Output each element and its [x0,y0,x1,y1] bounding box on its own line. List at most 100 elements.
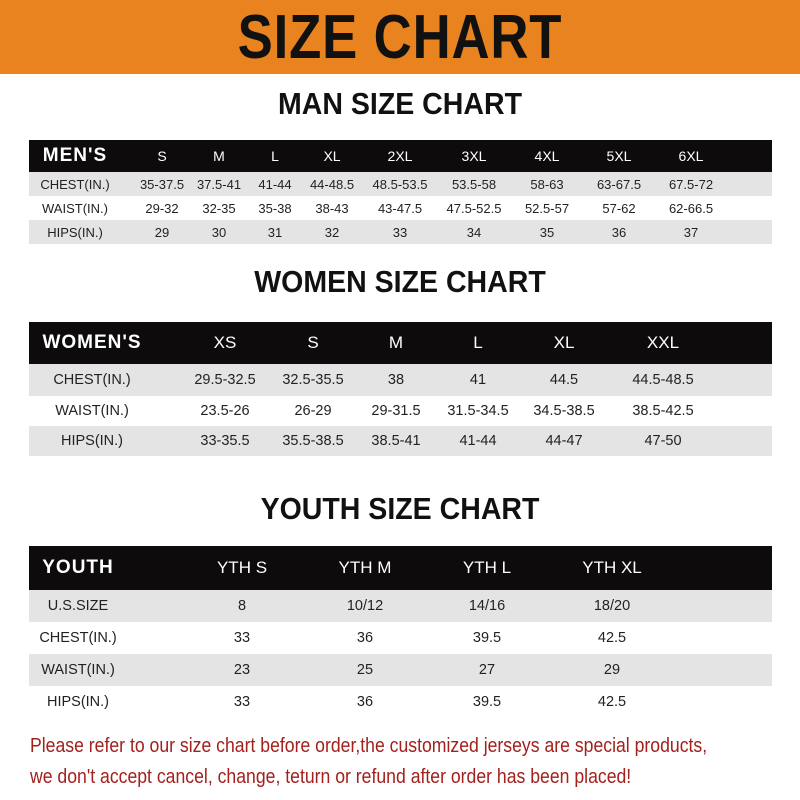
women-section-title: WOMEN SIZE CHART [254,264,546,299]
row-label: WAIST(IN.) [55,403,129,419]
measurement-cell: 36 [356,630,374,646]
row-label: HIPS(IN.) [46,694,110,710]
measurement-cell: 53.5-58 [451,176,497,192]
size-column-header: L [473,333,483,352]
size-column-header: S [307,333,319,352]
measurement-cell: 33 [233,694,251,710]
measurement-cell: 42.5 [597,630,627,646]
table-row: HIPS(IN.) 29 30 31 32 33 34 35 36 37 [29,220,772,244]
measurement-cell: 44.5-48.5 [632,372,694,388]
measurement-cell: 30 [211,224,227,240]
size-column-header: 6XL [678,148,704,164]
measurement-cell: 34 [466,224,482,240]
measurement-cell: 38-43 [315,200,349,216]
measurement-cell: 14/16 [468,598,506,614]
women-header-label: WOMEN'S [42,332,142,353]
measurement-cell: 29-32 [145,200,179,216]
measurement-cell: 41-44 [459,433,497,449]
measurement-cell: 37.5-41 [196,176,242,192]
men-size-table: MEN'S S M L XL 2XL 3XL 4XL 5XL 6XL CHEST(IN.) 35-37… [29,140,772,244]
youth-section-title: YOUTH SIZE CHART [260,491,540,526]
row-label: CHEST(IN.) [53,372,131,388]
measurement-cell: 62-66.5 [668,200,714,216]
size-column-header: M [213,148,225,164]
measurement-cell: 52.5-57 [524,200,570,216]
table-row: WAIST(IN.) 23.5-26 26-29 29-31.5 31.5-34.5 34… [29,396,772,426]
measurement-cell: 29 [603,662,621,678]
size-column-header: XXL [646,333,680,352]
measurement-cell: 36 [356,694,374,710]
banner: SIZE CHART [0,0,800,74]
measurement-cell: 48.5-53.5 [372,176,428,192]
measurement-cell: 35 [539,224,555,240]
measurement-cell: 32.5-35.5 [282,372,344,388]
measurement-cell: 41-44 [258,176,292,192]
size-column-header: 3XL [461,148,487,164]
size-column-header: YTH S [216,558,268,577]
measurement-cell: 44-47 [545,433,583,449]
measurement-cell: 10/12 [346,598,384,614]
row-label: CHEST(IN.) [39,630,117,646]
measurement-cell: 44-48.5 [309,176,355,192]
measurement-cell: 8 [237,598,247,614]
table-row: HIPS(IN.) 33 36 39.5 42.5 [29,686,772,718]
measurement-cell: 35-37.5 [139,176,185,192]
size-column-header: 2XL [387,148,413,164]
size-column-header: L [271,148,279,164]
row-label: WAIST(IN.) [41,662,115,678]
measurement-cell: 33-35.5 [200,433,250,449]
size-column-header: 5XL [606,148,632,164]
women-header-row: WOMEN'S XS S M L XL XXL [29,322,772,364]
men-header-row: MEN'S S M L XL 2XL 3XL 4XL 5XL 6XL [29,140,772,172]
measurement-cell: 43-47.5 [377,200,423,216]
measurement-cell: 23.5-26 [200,403,250,419]
size-column-header: S [157,148,167,164]
measurement-cell: 39.5 [472,694,502,710]
measurement-cell: 33 [233,630,251,646]
measurement-cell: 26-29 [294,403,332,419]
measurement-cell: 35.5-38.5 [282,433,344,449]
size-column-header: XL [553,333,575,352]
youth-header-row: YOUTH YTH S YTH M YTH L YTH XL [29,546,772,590]
size-column-header: 4XL [534,148,560,164]
table-row: WAIST(IN.) 29-32 32-35 35-38 38-43 43-47.5 47.… [29,196,772,220]
measurement-cell: 32-35 [202,200,236,216]
size-column-header: XS [213,333,237,352]
row-label: CHEST(IN.) [40,176,110,192]
notice-line-2: we don't accept cancel, change, teturn o… [30,765,632,788]
men-header-label: MEN'S [42,145,108,166]
size-column-header: YTH M [338,558,392,577]
table-row: CHEST(IN.) 33 36 39.5 42.5 [29,622,772,654]
measurement-cell: 31 [267,224,283,240]
measurement-cell: 25 [356,662,374,678]
women-size-table: WOMEN'S XS S M L XL XXL CHEST(IN.) 29.5-32.5 32.5… [29,322,772,456]
measurement-cell: 58-63 [530,176,564,192]
measurement-cell: 42.5 [597,694,627,710]
measurement-cell: 63-67.5 [596,176,642,192]
measurement-cell: 34.5-38.5 [533,403,595,419]
measurement-cell: 38.5-42.5 [632,403,694,419]
measurement-cell: 44.5 [549,372,579,388]
measurement-cell: 29.5-32.5 [194,372,256,388]
measurement-cell: 32 [324,224,340,240]
row-label: HIPS(IN.) [60,433,124,449]
table-row: U.S.SIZE 8 10/12 14/16 18/20 [29,590,772,622]
table-row: WAIST(IN.) 23 25 27 29 [29,654,772,686]
measurement-cell: 39.5 [472,630,502,646]
notice-line-1: Please refer to our size chart before or… [30,734,708,757]
youth-size-table: YOUTH YTH S YTH M YTH L YTH XL U.S.SIZE 8 10/12… [29,546,772,718]
measurement-cell: 29-31.5 [371,403,421,419]
row-label: HIPS(IN.) [47,224,103,240]
measurement-cell: 37 [683,224,699,240]
measurement-cell: 27 [478,662,496,678]
measurement-cell: 35-38 [258,200,292,216]
size-column-header: XL [323,148,341,164]
table-row: CHEST(IN.) 35-37.5 37.5-41 41-44 44-48.5 48.5… [29,172,772,196]
measurement-cell: 57-62 [602,200,636,216]
measurement-cell: 36 [611,224,627,240]
men-section-title: MAN SIZE CHART [277,86,523,121]
size-column-header: YTH L [462,558,512,577]
measurement-cell: 18/20 [593,598,631,614]
size-column-header: YTH XL [582,558,642,577]
